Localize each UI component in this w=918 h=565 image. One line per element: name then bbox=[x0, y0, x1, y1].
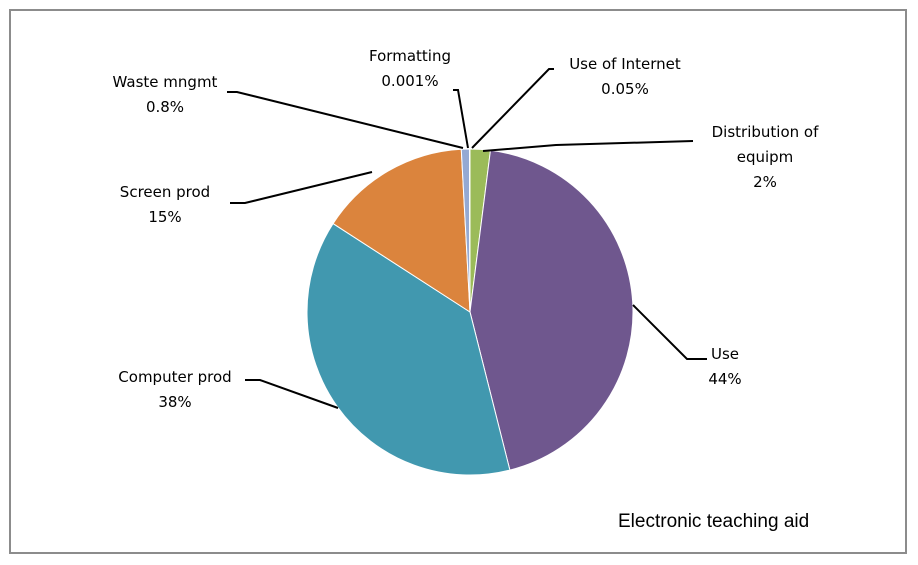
leader-line bbox=[230, 171, 373, 204]
slice-name: Use of Internet bbox=[569, 55, 681, 73]
slice-percent: 0.8% bbox=[146, 98, 184, 116]
leader-line bbox=[482, 140, 694, 152]
slice-name: Waste mngmt bbox=[113, 73, 218, 91]
slice-percent: 38% bbox=[158, 393, 191, 411]
chart-annotation: Electronic teaching aid bbox=[618, 511, 809, 532]
leader-line bbox=[632, 304, 707, 360]
slice-percent: 0.001% bbox=[381, 72, 438, 90]
pie-slice-use bbox=[469, 149, 634, 471]
pie-slices bbox=[306, 148, 634, 476]
slice-name: Computer prod bbox=[118, 368, 231, 386]
slice-label: Use 44% bbox=[708, 345, 741, 388]
slice-label: Distribution of equipm 2% bbox=[712, 123, 819, 191]
slice-labels: Distribution of equipm 2% Use 44% Computer pr… bbox=[113, 47, 820, 411]
slice-label: Screen prod 15% bbox=[120, 183, 210, 226]
leader-line bbox=[471, 68, 554, 149]
slice-name: Distribution of bbox=[712, 123, 819, 141]
leader-lines bbox=[227, 68, 707, 409]
pie-slice-use-of-internet bbox=[468, 148, 471, 313]
leader-line bbox=[453, 89, 469, 149]
slice-percent: 0.05% bbox=[601, 80, 649, 98]
slice-name: equipm bbox=[737, 148, 794, 166]
leader-line bbox=[245, 379, 339, 409]
slice-label: Use of Internet 0.05% bbox=[569, 55, 681, 98]
slice-percent: 44% bbox=[708, 370, 741, 388]
slice-name: Screen prod bbox=[120, 183, 210, 201]
slice-percent: 2% bbox=[753, 173, 777, 191]
pie-slice-screen-prod bbox=[332, 148, 471, 313]
slice-name: Use bbox=[711, 345, 739, 363]
slice-label: Computer prod 38% bbox=[118, 368, 231, 411]
slice-percent: 15% bbox=[148, 208, 181, 226]
slice-name: Formatting bbox=[369, 47, 451, 65]
slice-label: Formatting 0.001% bbox=[369, 47, 451, 90]
slice-label: Waste mngmt 0.8% bbox=[113, 73, 218, 116]
leader-line bbox=[227, 91, 464, 149]
